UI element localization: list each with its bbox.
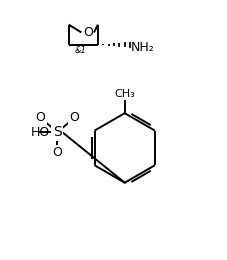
Text: CH₃: CH₃ (114, 89, 135, 99)
Text: O: O (36, 111, 46, 124)
Text: HO: HO (31, 126, 50, 139)
Text: NH₂: NH₂ (131, 41, 155, 54)
Text: S: S (53, 125, 62, 139)
Text: &1: &1 (75, 46, 87, 55)
Text: O: O (52, 146, 62, 159)
Text: O: O (69, 111, 79, 124)
Text: O: O (83, 26, 93, 39)
